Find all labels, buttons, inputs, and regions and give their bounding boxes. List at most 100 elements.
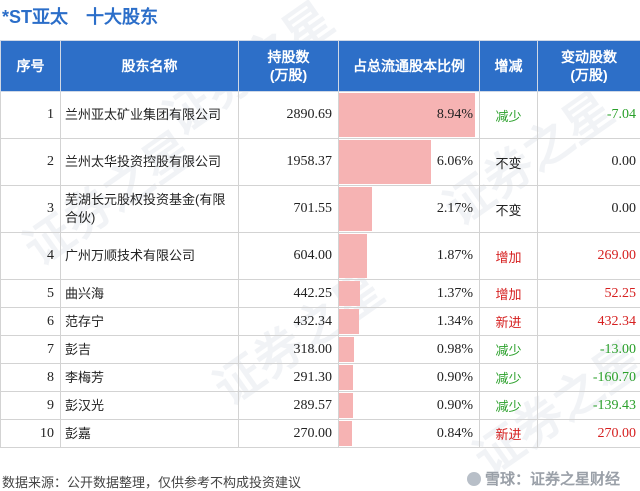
change-shares: -139.43: [538, 392, 640, 420]
change-shares: 0.00: [538, 139, 640, 186]
row-index: 6: [1, 308, 61, 336]
shares-held: 289.57: [239, 392, 339, 420]
shares-held: 432.34: [239, 308, 339, 336]
change-shares: 432.34: [538, 308, 640, 336]
page-title: 十大股东: [86, 3, 158, 29]
change-status: 新进: [480, 420, 538, 448]
change-shares: -160.70: [538, 364, 640, 392]
ratio-value: 1.37%: [437, 286, 473, 301]
ratio-cell: 0.90%: [339, 364, 480, 392]
ratio-bar: [339, 281, 360, 306]
ratio-cell: 1.37%: [339, 280, 480, 308]
ratio-value: 2.17%: [437, 201, 473, 216]
ratio-bar: [339, 337, 354, 362]
ratio-bar: [339, 234, 367, 278]
change-shares: 269.00: [538, 233, 640, 280]
ratio-bar: [339, 365, 353, 390]
change-shares: 0.00: [538, 186, 640, 233]
shares-held: 318.00: [239, 336, 339, 364]
shares-held: 2890.69: [239, 92, 339, 139]
header-holder-name: 股东名称: [61, 41, 239, 92]
ratio-bar: [339, 187, 372, 231]
holder-name: 范存宁: [61, 308, 239, 336]
change-shares: -7.04: [538, 92, 640, 139]
row-index: 9: [1, 392, 61, 420]
ratio-cell: 1.34%: [339, 308, 480, 336]
change-status: 减少: [480, 364, 538, 392]
row-index: 8: [1, 364, 61, 392]
shares-held: 701.55: [239, 186, 339, 233]
ratio-value: 0.90%: [437, 370, 473, 385]
ratio-cell: 0.84%: [339, 420, 480, 448]
change-status: 不变: [480, 139, 538, 186]
holder-name: 曲兴海: [61, 280, 239, 308]
holder-name: 兰州太华投资控股有限公司: [61, 139, 239, 186]
change-status: 增加: [480, 280, 538, 308]
row-index: 5: [1, 280, 61, 308]
header-change: 增减: [480, 41, 538, 92]
header-ratio: 占总流通股本比例: [339, 41, 480, 92]
change-status: 减少: [480, 336, 538, 364]
ratio-cell: 6.06%: [339, 139, 480, 186]
holder-name: 彭吉: [61, 336, 239, 364]
data-source-note: 数据来源：公开数据整理，仅供参考不构成投资建议: [2, 472, 301, 491]
change-shares: 52.25: [538, 280, 640, 308]
stock-name: *ST亚太: [2, 3, 68, 29]
change-status: 不变: [480, 186, 538, 233]
snowball-icon: [467, 472, 481, 486]
title-bar: *ST亚太 十大股东: [0, 0, 640, 32]
ratio-bar: [339, 393, 353, 418]
ratio-value: 6.06%: [437, 154, 473, 169]
change-status: 减少: [480, 392, 538, 420]
header-delta: 变动股数 (万股): [538, 41, 640, 92]
row-index: 7: [1, 336, 61, 364]
row-index: 10: [1, 420, 61, 448]
row-index: 4: [1, 233, 61, 280]
header-index: 序号: [1, 41, 61, 92]
shares-held: 291.30: [239, 364, 339, 392]
holder-name: 彭汉光: [61, 392, 239, 420]
ratio-value: 1.87%: [437, 248, 473, 263]
ratio-cell: 8.94%: [339, 92, 480, 139]
ratio-value: 1.34%: [437, 314, 473, 329]
ratio-value: 0.84%: [437, 426, 473, 441]
change-status: 增加: [480, 233, 538, 280]
ratio-value: 0.90%: [437, 398, 473, 413]
holder-name: 李梅芳: [61, 364, 239, 392]
shares-held: 604.00: [239, 233, 339, 280]
ratio-cell: 2.17%: [339, 186, 480, 233]
change-status: 新进: [480, 308, 538, 336]
holder-name: 兰州亚太矿业集团有限公司: [61, 92, 239, 139]
shares-held: 270.00: [239, 420, 339, 448]
ratio-value: 8.94%: [437, 107, 473, 122]
brand-watermark: 雪球：证券之星财经: [467, 468, 620, 489]
holder-name: 彭嘉: [61, 420, 239, 448]
ratio-cell: 1.87%: [339, 233, 480, 280]
change-shares: -13.00: [538, 336, 640, 364]
ratio-bar: [339, 421, 352, 446]
shareholders-table: 序号 股东名称 持股数 (万股) 占总流通股本比例 增减 变动股数 (万股) 1…: [0, 40, 640, 448]
shares-held: 1958.37: [239, 139, 339, 186]
ratio-bar: [339, 140, 431, 184]
row-index: 1: [1, 92, 61, 139]
shares-held: 442.25: [239, 280, 339, 308]
ratio-cell: 0.90%: [339, 392, 480, 420]
change-shares: 270.00: [538, 420, 640, 448]
table-header-row: 序号 股东名称 持股数 (万股) 占总流通股本比例 增减 变动股数 (万股): [1, 41, 640, 92]
header-shares: 持股数 (万股): [239, 41, 339, 92]
brand-text: 雪球：证券之星财经: [485, 471, 620, 488]
row-index: 2: [1, 139, 61, 186]
ratio-bar: [339, 309, 359, 334]
ratio-value: 0.98%: [437, 342, 473, 357]
ratio-cell: 0.98%: [339, 336, 480, 364]
